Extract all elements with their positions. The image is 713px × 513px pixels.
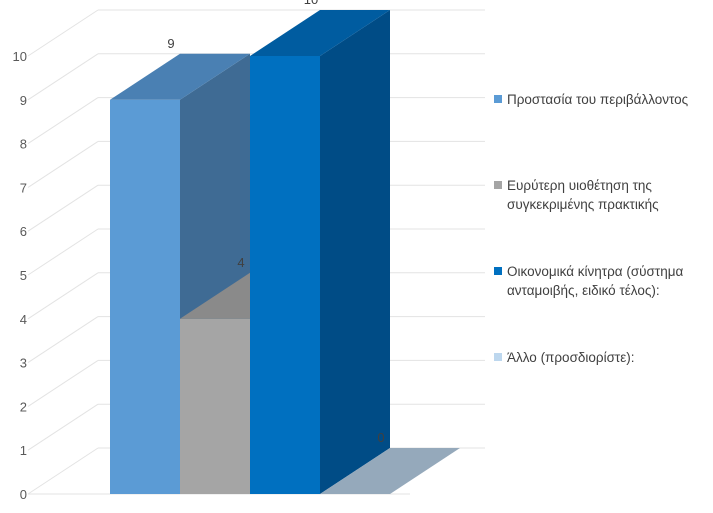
legend-item: Άλλο (προσδιορίστε): (494, 348, 635, 367)
bar (250, 10, 390, 494)
bar-top (110, 53, 250, 100)
gridline-diagonal (27, 316, 99, 364)
legend-item: Προστασία του περιβάλλοντος (494, 90, 688, 109)
y-tick-label: 4 (20, 312, 27, 327)
bar-top (250, 10, 390, 56)
legend-label-line: Άλλο (προσδιορίστε): (507, 350, 635, 365)
gridline-diagonal (27, 272, 99, 320)
data-label: 4 (237, 255, 244, 270)
legend-label: Άλλο (προσδιορίστε): (507, 348, 635, 367)
legend-label: Προστασία του περιβάλλοντος (507, 90, 688, 109)
y-tick-label: 10 (13, 49, 27, 64)
y-tick-label: 9 (20, 93, 27, 108)
y-tick-label: 1 (20, 443, 27, 458)
y-tick-label: 5 (20, 268, 27, 283)
gridline-diagonal (27, 228, 99, 276)
y-tick-label: 8 (20, 137, 27, 152)
data-label: 0 (377, 430, 384, 445)
gridline-diagonal (27, 447, 99, 495)
y-tick-label: 6 (20, 224, 27, 239)
legend-label-line: Προστασία του περιβάλλοντος (507, 92, 689, 107)
gridline-diagonal (27, 359, 99, 407)
bar-side (320, 10, 390, 494)
legend-label: Οικονομικά κίνητρα (σύστημα ανταμοιβής, ε… (507, 262, 683, 300)
legend-label-line: ανταμοιβής, ειδικό τέλος): (507, 283, 660, 298)
y-tick-label: 0 (20, 487, 27, 502)
data-label: 9 (167, 36, 174, 51)
legend-item: Οικονομικά κίνητρα (σύστημα ανταμοιβής, ε… (494, 262, 683, 300)
data-labels: 9 4 10 0 (167, 0, 384, 445)
y-axis-tick-labels: 0 1 2 3 4 5 6 7 8 9 10 (13, 49, 27, 502)
bar-front (250, 56, 320, 494)
y-tick-label: 7 (20, 180, 27, 195)
bar-front (180, 318, 250, 494)
legend-label-line: συγκεκριμένης πρακτικής (507, 197, 659, 212)
y-tick-label: 3 (20, 356, 27, 371)
gridline-diagonal (27, 184, 99, 232)
legend-label: Ευρύτερη υιοθέτηση της συγκεκριμένης πρακ… (507, 176, 659, 214)
bars (110, 10, 460, 495)
legend-label-line: Οικονομικά κίνητρα (σύστημα (507, 264, 684, 279)
gridline-diagonal (27, 97, 99, 145)
bar (320, 448, 460, 494)
gridline-diagonal (27, 140, 99, 188)
gridline-diagonal (27, 9, 99, 57)
legend-item: Ευρύτερη υιοθέτηση της συγκεκριμένης πρακ… (494, 176, 659, 214)
legend-swatch (494, 181, 502, 189)
data-label: 10 (304, 0, 318, 7)
gridline-diagonal (27, 53, 99, 101)
legend-swatch (494, 95, 502, 103)
bar-front (110, 99, 180, 495)
bar-top (320, 448, 460, 494)
legend-swatch (494, 267, 502, 275)
y-tick-label: 2 (20, 399, 27, 414)
legend-label-line: Ευρύτερη υιοθέτηση της (507, 178, 652, 193)
legend-swatch (494, 353, 502, 361)
gridline-diagonal (27, 403, 99, 451)
